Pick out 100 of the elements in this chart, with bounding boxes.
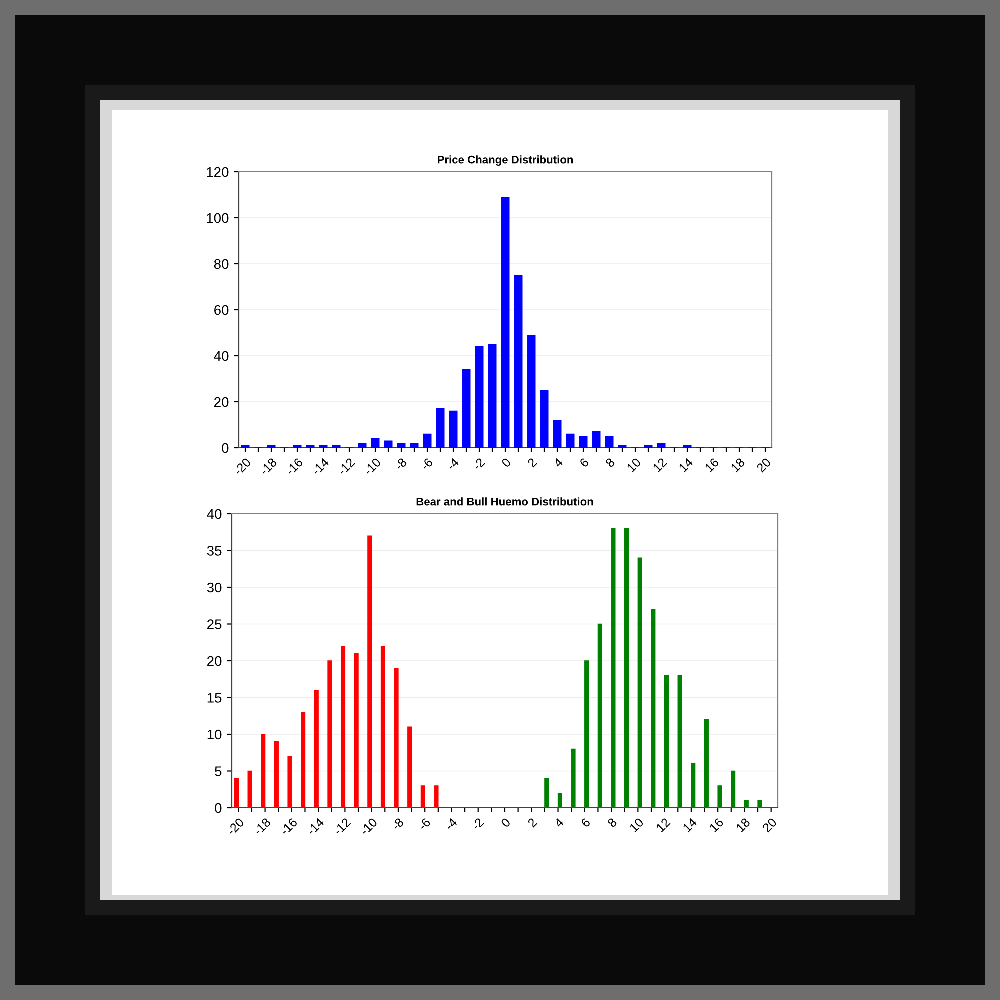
bar bbox=[267, 445, 276, 448]
y-tick-label: 20 bbox=[208, 656, 222, 666]
x-tick-label: 8 bbox=[607, 818, 618, 828]
x-tick-label: -6 bbox=[420, 458, 434, 471]
x-tick-label: -10 bbox=[363, 458, 382, 476]
bar bbox=[358, 443, 367, 448]
bar bbox=[434, 786, 439, 808]
x-tick-label: 20 bbox=[762, 818, 778, 833]
x-tick-label: 16 bbox=[709, 818, 724, 833]
bar bbox=[651, 609, 656, 808]
x-tick-label: 16 bbox=[704, 458, 720, 473]
bar bbox=[306, 445, 315, 448]
bar bbox=[638, 558, 642, 808]
y-tick-label: 35 bbox=[207, 546, 222, 556]
x-tick-label: -16 bbox=[285, 458, 304, 476]
bar bbox=[566, 434, 575, 448]
bar bbox=[544, 778, 550, 808]
y-tick-label: 60 bbox=[214, 305, 229, 316]
bar bbox=[683, 445, 692, 448]
bar bbox=[514, 275, 523, 448]
y-tick-label: 0 bbox=[215, 803, 222, 814]
y-tick-label: 5 bbox=[215, 766, 222, 776]
bar bbox=[293, 445, 302, 448]
x-tick-label: -16 bbox=[280, 818, 298, 836]
bar bbox=[380, 646, 386, 808]
x-tick-label: -12 bbox=[337, 458, 356, 476]
x-tick-label: -20 bbox=[226, 818, 245, 836]
bar bbox=[678, 675, 682, 808]
x-tick-label: 10 bbox=[629, 818, 644, 833]
x-tick-label: -18 bbox=[259, 458, 278, 476]
x-tick-label: 12 bbox=[656, 818, 671, 833]
x-tick-label: 8 bbox=[605, 458, 616, 468]
bar bbox=[475, 346, 484, 448]
bar bbox=[611, 528, 616, 808]
x-tick-label: 4 bbox=[553, 458, 564, 468]
x-tick-label: 6 bbox=[579, 458, 590, 468]
x-tick-label: -18 bbox=[253, 818, 272, 836]
x-tick-label: -4 bbox=[444, 818, 458, 831]
bar bbox=[410, 443, 419, 448]
bar bbox=[488, 344, 497, 448]
x-tick-label: 2 bbox=[527, 458, 538, 468]
bar bbox=[501, 196, 510, 448]
chart-title: Bear and Bull Huemo Distribution bbox=[416, 498, 594, 506]
bar bbox=[408, 726, 412, 808]
y-tick-label: 15 bbox=[208, 693, 222, 703]
bar bbox=[558, 792, 562, 808]
x-tick-label: 10 bbox=[626, 458, 642, 473]
bar bbox=[527, 334, 536, 448]
x-tick-label: 20 bbox=[756, 458, 772, 473]
bar bbox=[584, 660, 590, 808]
x-tick-label: -12 bbox=[333, 818, 352, 836]
bar bbox=[605, 436, 614, 448]
bar bbox=[704, 719, 709, 808]
x-tick-label: -2 bbox=[471, 818, 484, 831]
bar bbox=[354, 653, 359, 808]
x-tick-label: -14 bbox=[306, 818, 325, 836]
x-tick-label: 14 bbox=[682, 818, 698, 833]
bar bbox=[384, 440, 393, 448]
y-tick-label: 120 bbox=[207, 167, 229, 178]
bar bbox=[758, 800, 762, 808]
bar bbox=[423, 434, 432, 448]
y-tick-label: 10 bbox=[208, 730, 222, 740]
bar bbox=[248, 770, 252, 808]
y-tick-label: 40 bbox=[214, 351, 229, 362]
bar bbox=[598, 624, 602, 808]
x-tick-label: -10 bbox=[360, 818, 378, 836]
y-tick-label: 0 bbox=[222, 443, 229, 454]
bar bbox=[436, 408, 445, 448]
bar bbox=[718, 786, 722, 808]
x-tick-label: 0 bbox=[500, 818, 512, 828]
bar bbox=[301, 712, 306, 808]
x-tick-label: 14 bbox=[678, 458, 694, 473]
bar bbox=[328, 660, 332, 808]
x-tick-label: -4 bbox=[446, 458, 460, 471]
bar bbox=[319, 445, 328, 448]
bar bbox=[624, 528, 630, 808]
x-tick-label: -8 bbox=[391, 818, 405, 831]
bar bbox=[571, 748, 576, 808]
x-tick-label: -14 bbox=[311, 458, 330, 476]
bar bbox=[274, 742, 279, 808]
x-tick-label: -20 bbox=[233, 458, 252, 476]
bar bbox=[234, 778, 240, 808]
x-tick-label: 6 bbox=[580, 818, 592, 828]
bar bbox=[657, 443, 666, 448]
y-tick-label: 30 bbox=[207, 582, 222, 593]
bar bbox=[371, 438, 380, 448]
bar bbox=[449, 410, 458, 448]
x-tick-label: 4 bbox=[554, 818, 564, 828]
bar bbox=[731, 770, 736, 808]
x-tick-label: 18 bbox=[736, 818, 751, 833]
y-tick-label: 20 bbox=[214, 397, 229, 408]
bar bbox=[618, 445, 627, 448]
bar bbox=[462, 369, 471, 448]
bar bbox=[579, 436, 588, 448]
bar bbox=[420, 786, 426, 808]
x-tick-label: -8 bbox=[394, 458, 408, 471]
y-tick-label: 40 bbox=[207, 509, 222, 520]
y-tick-label: 80 bbox=[214, 259, 229, 270]
bar bbox=[332, 445, 341, 448]
bar bbox=[368, 536, 372, 808]
